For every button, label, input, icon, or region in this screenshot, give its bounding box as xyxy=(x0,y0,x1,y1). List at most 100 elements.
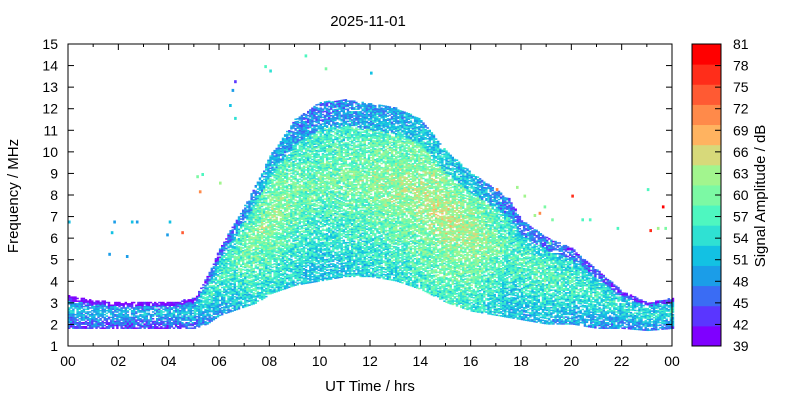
heatmap-cell xyxy=(313,200,316,202)
heatmap-cell xyxy=(309,230,312,233)
heatmap-cell xyxy=(304,115,308,117)
heatmap-cell xyxy=(122,318,125,320)
heatmap-cell xyxy=(244,239,247,242)
heatmap-cell xyxy=(133,312,136,315)
heatmap-cell xyxy=(286,190,289,192)
heatmap-cell xyxy=(227,279,230,281)
heatmap-cell xyxy=(265,232,268,234)
heatmap-cell xyxy=(304,196,308,198)
heatmap-cell xyxy=(204,291,207,294)
heatmap-cell xyxy=(267,159,270,162)
heatmap-cell xyxy=(267,163,270,166)
heatmap-cell xyxy=(145,301,148,304)
heatmap-cell xyxy=(141,304,144,307)
heatmap-cell xyxy=(267,178,270,180)
heatmap-cell xyxy=(283,235,287,237)
heatmap-cell xyxy=(250,299,253,302)
heatmap-cell xyxy=(263,270,266,272)
heatmap-cell xyxy=(239,223,243,226)
heatmap-cell xyxy=(93,311,96,313)
heatmap-cell xyxy=(300,283,304,285)
heatmap-cell xyxy=(300,265,304,268)
heatmap-cell xyxy=(202,313,205,316)
heatmap-cell xyxy=(218,257,222,260)
heatmap-cell xyxy=(292,214,295,217)
heatmap-cell xyxy=(300,200,304,203)
heatmap-cell xyxy=(275,173,278,176)
heatmap-cell xyxy=(233,290,236,293)
heatmap-cell xyxy=(269,245,272,248)
heatmap-cell xyxy=(244,276,247,278)
heatmap-cell xyxy=(72,313,75,316)
heatmap-cell xyxy=(269,175,272,178)
heatmap-cell xyxy=(292,271,295,274)
heatmap-cell xyxy=(302,235,306,238)
heatmap-cell xyxy=(221,253,224,255)
heatmap-cell xyxy=(248,289,251,292)
heatmap-cell xyxy=(231,248,234,250)
heatmap-cell xyxy=(239,304,243,307)
heatmap-cell xyxy=(281,179,285,181)
heatmap-cell xyxy=(166,323,169,325)
heatmap-cell xyxy=(290,126,293,129)
heatmap-cell xyxy=(227,257,230,260)
heatmap-cell xyxy=(223,249,226,252)
heatmap-cell xyxy=(212,263,216,266)
heatmap-cell xyxy=(149,316,153,319)
heatmap-cell xyxy=(286,253,289,256)
heatmap-cell xyxy=(290,252,293,254)
heatmap-cell xyxy=(214,272,218,275)
heatmap-cell xyxy=(309,226,312,229)
heatmap-cell xyxy=(311,220,314,223)
heatmap-cell xyxy=(286,265,289,268)
heatmap-cell xyxy=(302,223,306,226)
heatmap-cell xyxy=(235,291,239,293)
heatmap-cell xyxy=(307,229,310,232)
heatmap-cell xyxy=(76,303,79,305)
heatmap-cell xyxy=(311,238,314,240)
heatmap-cell xyxy=(302,250,306,253)
heatmap-cell xyxy=(263,273,266,275)
heatmap-cell xyxy=(290,140,293,142)
heatmap-cell xyxy=(279,232,283,235)
heatmap-cell xyxy=(290,186,293,188)
heatmap-cell xyxy=(242,282,245,284)
heatmap-cell xyxy=(300,211,304,214)
heatmap-cell xyxy=(246,202,249,205)
heatmap-cell xyxy=(95,324,98,327)
heatmap-cell xyxy=(82,327,86,329)
heatmap-cell xyxy=(172,323,176,325)
heatmap-cell xyxy=(239,289,243,292)
heatmap-cell xyxy=(258,184,262,186)
heatmap-cell xyxy=(105,323,109,325)
heatmap-cell xyxy=(307,216,310,218)
heatmap-cell xyxy=(290,285,293,288)
heatmap-cell xyxy=(294,253,297,255)
heatmap-cell xyxy=(120,323,123,325)
heatmap-cell xyxy=(265,233,268,236)
heatmap-cell xyxy=(267,252,270,255)
heatmap-cell xyxy=(76,308,79,311)
heatmap-cell xyxy=(258,292,262,294)
heatmap-cell xyxy=(290,219,293,222)
heatmap-cell xyxy=(246,276,249,279)
heatmap-cell xyxy=(250,195,253,198)
heatmap-cell xyxy=(292,171,295,174)
heatmap-cell xyxy=(304,242,308,244)
heatmap-cell xyxy=(181,324,184,327)
heatmap-cell xyxy=(229,300,232,302)
heatmap-cell xyxy=(304,260,308,263)
heatmap-cell xyxy=(290,225,293,227)
heatmap-cell xyxy=(258,188,262,190)
heatmap-cell xyxy=(304,262,308,264)
heatmap-cell xyxy=(156,313,159,316)
heatmap-cell xyxy=(258,217,262,220)
heatmap-cell xyxy=(151,307,155,309)
heatmap-cell xyxy=(260,254,264,256)
heatmap-cell xyxy=(162,305,165,308)
heatmap-cell xyxy=(283,154,287,156)
heatmap-cell xyxy=(206,280,209,282)
heatmap-cell xyxy=(279,199,283,201)
heatmap-cell xyxy=(300,248,304,250)
heatmap-cell xyxy=(248,280,251,282)
